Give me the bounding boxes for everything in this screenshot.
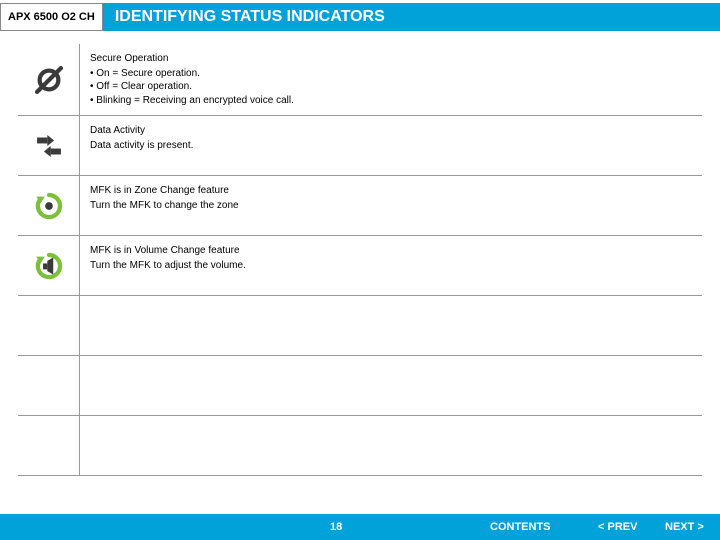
row-line: Turn the MFK to change the zone: [90, 199, 692, 213]
model-tab-label: APX 6500 O2 CH: [8, 11, 95, 23]
text-cell-empty: [80, 356, 702, 415]
row-title: MFK is in Volume Change feature: [90, 244, 692, 258]
icon-cell: [18, 116, 80, 175]
icon-cell: [18, 44, 80, 115]
icon-cell-empty: [18, 296, 80, 355]
row-line: On = Secure operation.: [90, 67, 692, 81]
table-row-empty: [18, 296, 702, 356]
row-line: Data activity is present.: [90, 139, 692, 153]
table-row: Data Activity Data activity is present.: [18, 116, 702, 176]
row-title: MFK is in Zone Change feature: [90, 184, 692, 198]
zone-change-icon: [32, 189, 66, 223]
row-line: Off = Clear operation.: [90, 80, 692, 94]
page-number: 18: [330, 521, 342, 533]
header-bar: APX 6500 O2 CH IDENTIFYING STATUS INDICA…: [0, 3, 720, 31]
icon-cell: [18, 236, 80, 295]
icon-cell-empty: [18, 416, 80, 475]
model-tab: APX 6500 O2 CH: [0, 3, 103, 31]
table-row: Secure Operation On = Secure operation. …: [18, 44, 702, 116]
table-row-empty: [18, 356, 702, 416]
data-activity-icon: [32, 129, 66, 163]
text-cell: MFK is in Volume Change feature Turn the…: [80, 236, 702, 295]
row-line: Turn the MFK to adjust the volume.: [90, 259, 692, 273]
text-cell: Secure Operation On = Secure operation. …: [80, 44, 702, 115]
page-title-bar: IDENTIFYING STATUS INDICATORS: [103, 3, 720, 31]
text-cell: Data Activity Data activity is present.: [80, 116, 702, 175]
text-cell-empty: [80, 416, 702, 475]
page-title: IDENTIFYING STATUS INDICATORS: [115, 8, 385, 26]
table-row-empty: [18, 416, 702, 476]
table-row: MFK is in Volume Change feature Turn the…: [18, 236, 702, 296]
row-line: Blinking = Receiving an encrypted voice …: [90, 94, 692, 108]
text-cell: MFK is in Zone Change feature Turn the M…: [80, 176, 702, 235]
icon-cell: [18, 176, 80, 235]
icon-cell-empty: [18, 356, 80, 415]
volume-change-icon: [32, 249, 66, 283]
contents-button[interactable]: CONTENTS: [490, 521, 551, 533]
row-title: Secure Operation: [90, 52, 692, 66]
prev-button[interactable]: < PREV: [598, 521, 637, 533]
secure-op-icon: [32, 63, 66, 97]
text-cell-empty: [80, 296, 702, 355]
table-row: MFK is in Zone Change feature Turn the M…: [18, 176, 702, 236]
indicators-table: Secure Operation On = Secure operation. …: [18, 44, 702, 476]
next-button[interactable]: NEXT >: [665, 521, 704, 533]
row-title: Data Activity: [90, 124, 692, 138]
footer-bar: 18 CONTENTS < PREV NEXT >: [0, 514, 720, 540]
